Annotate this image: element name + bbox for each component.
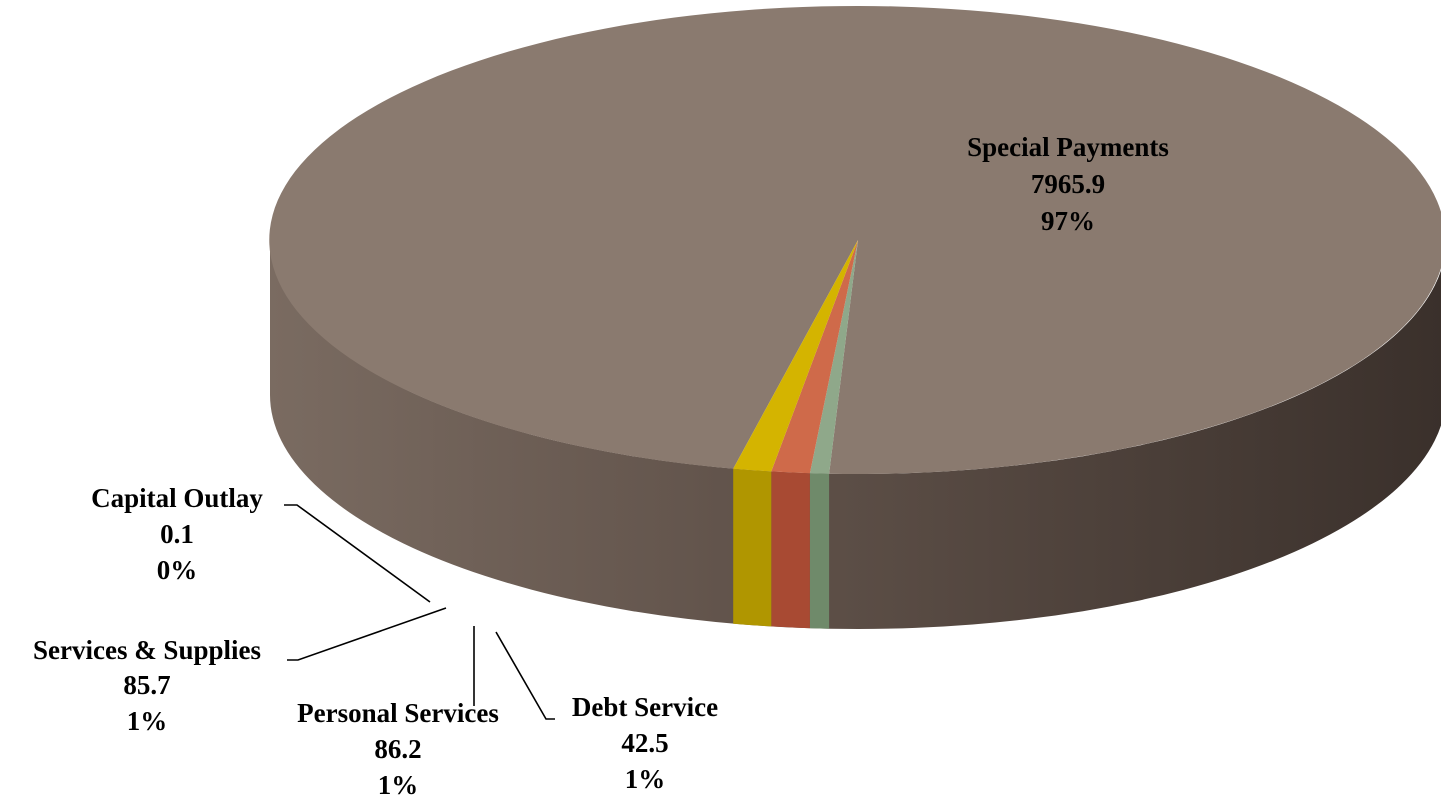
services-supplies-slice [733,240,858,472]
debt-service-slice [809,240,858,474]
special-payments-label: Special Payments [967,132,1169,162]
personal-services-value: 86.2 [374,734,421,764]
special-payments-slice [269,5,1441,474]
services-supplies-percent: 1% [127,706,168,736]
services-supplies-leader [287,607,447,661]
personal-services-slice [771,240,858,474]
debt-service-percent: 1% [625,764,666,794]
special-payments-percent: 97% [1041,206,1095,236]
capital-outlay-leader [284,504,431,603]
capital-outlay-value: 0.1 [160,519,194,549]
services-supplies-value: 85.7 [123,670,170,700]
services-supplies-slice-wall [733,468,772,627]
personal-services-slice-wall [771,471,810,629]
personal-services-percent: 1% [378,770,419,799]
capital-outlay-label: Capital Outlay [91,483,263,513]
personal-services-label: Personal Services [297,698,499,728]
debt-service-leader [495,631,555,720]
capital-outlay-percent: 0% [157,555,198,585]
debt-service-slice-wall [809,473,830,629]
special-payments-value: 7965.9 [1031,169,1105,199]
debt-service-label: Debt Service [572,692,718,722]
debt-service-value: 42.5 [621,728,668,758]
services-supplies-label: Services & Supplies [33,635,261,665]
pie-side-wall [270,240,1441,629]
